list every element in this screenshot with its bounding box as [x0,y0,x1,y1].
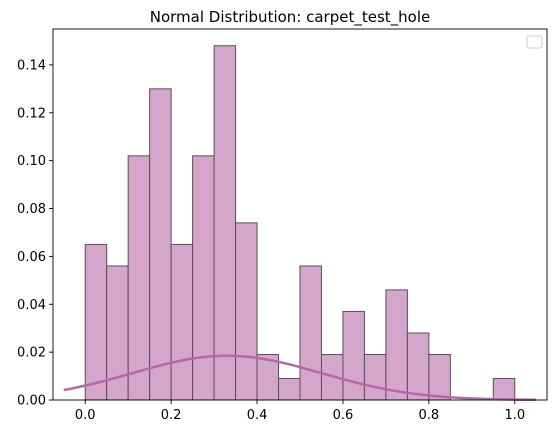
histogram-bar [492,377,516,401]
chart-title: Normal Distribution: carpet_test_hole [150,8,431,27]
y-tick-label: 0.06 [17,250,46,265]
x-axis-ticks: 0.0 0.2 0.4 0.6 0.8 1.0 [75,400,525,423]
x-tick-label: 1.0 [504,408,525,423]
histogram-bar [170,243,194,401]
histogram-bar [127,155,151,401]
x-tick-label: 0.8 [419,408,440,423]
x-tick-label: 0.4 [247,408,268,423]
histogram-bar [278,377,301,401]
legend-box [526,35,543,49]
x-tick-label: 0.6 [333,408,354,423]
y-tick-label: 0.00 [17,394,46,409]
histogram-bar [149,88,172,401]
histogram-bar [213,45,237,401]
histogram-bar [363,354,387,401]
histogram-bar [385,289,408,401]
histogram-bars [84,45,516,401]
y-tick-label: 0.04 [17,298,46,313]
y-tick-label: 0.14 [17,58,46,73]
x-tick-label: 0.2 [161,408,182,423]
histogram-bar [299,265,322,401]
plot-frame [52,28,548,401]
y-tick-label: 0.10 [17,154,46,169]
histogram-bar [192,155,215,401]
y-tick-label: 0.12 [17,106,46,121]
histogram-bar [406,332,430,401]
histogram-bar [84,243,108,401]
y-tick-label: 0.02 [17,346,46,361]
fitted-normal-curve [63,354,537,402]
fitted-curve-group [63,354,537,402]
histogram-bar [428,354,451,401]
x-tick-label: 0.0 [75,408,96,423]
y-axis-ticks: 0.00 0.02 0.04 0.06 0.08 0.10 0.12 0.14 [17,58,53,409]
histogram-bar [342,310,365,401]
histogram-bar [235,222,258,401]
y-tick-label: 0.08 [17,202,46,217]
